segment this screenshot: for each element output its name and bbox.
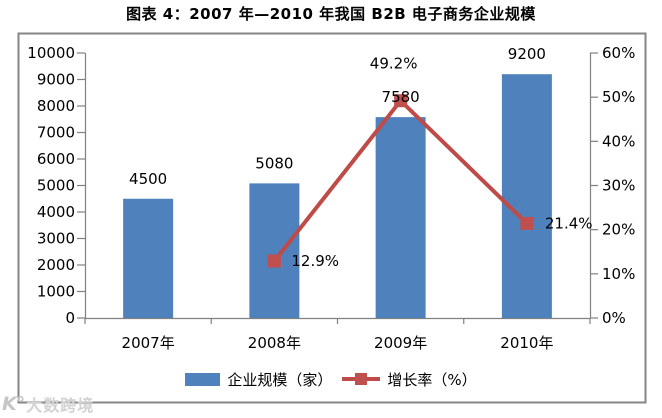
left-axis-tick-label: 0 bbox=[65, 309, 75, 327]
bar-data-label: 7580 bbox=[382, 88, 420, 106]
chart-legend: 企业规模（家） 增长率（%） bbox=[0, 366, 662, 392]
legend-label: 增长率（%） bbox=[387, 370, 477, 389]
bar-data-label: 4500 bbox=[129, 170, 167, 188]
bar-2009年 bbox=[375, 117, 426, 318]
chart-title: 图表 4：2007 年—2010 年我国 B2B 电子商务企业规模 bbox=[126, 5, 536, 23]
left-axis-tick-label: 6000 bbox=[37, 150, 75, 168]
right-axis-tick-label: 10% bbox=[602, 265, 635, 283]
watermark-text: 大数跨境 bbox=[26, 396, 95, 415]
bar-2010年 bbox=[501, 74, 552, 318]
right-axis-tick-label: 40% bbox=[602, 132, 635, 150]
left-axis-tick-label: 4000 bbox=[37, 203, 75, 221]
line-series-swatch bbox=[342, 372, 381, 386]
left-axis-tick-label: 10000 bbox=[27, 44, 75, 62]
x-axis-category-label: 2009年 bbox=[374, 334, 427, 352]
left-axis-tick-label: 2000 bbox=[37, 256, 75, 274]
line-marker-2008年 bbox=[267, 254, 281, 268]
left-axis-tick-label: 3000 bbox=[37, 230, 75, 248]
bar-series-swatch bbox=[185, 372, 221, 386]
line-marker-2009年 bbox=[394, 94, 408, 108]
bar-data-label: 5080 bbox=[255, 154, 293, 172]
left-axis-tick-label: 1000 bbox=[37, 283, 75, 301]
right-axis-tick-label: 60% bbox=[602, 44, 635, 62]
left-axis-tick-label: 9000 bbox=[37, 71, 75, 89]
legend-label: 企业规模（家） bbox=[227, 370, 333, 389]
left-axis-tick-label: 5000 bbox=[37, 177, 75, 195]
legend-item-growth-rate: 增长率（%） bbox=[342, 369, 477, 390]
x-axis-category-label: 2010年 bbox=[500, 334, 553, 352]
bar-data-label: 9200 bbox=[508, 45, 546, 63]
right-axis-tick-label: 20% bbox=[602, 221, 635, 239]
right-axis-tick-label: 30% bbox=[602, 177, 635, 195]
left-axis-tick-label: 8000 bbox=[37, 97, 75, 115]
left-axis-tick-label: 7000 bbox=[37, 124, 75, 142]
line-marker-2010年 bbox=[520, 216, 534, 230]
line-data-label: 49.2% bbox=[370, 55, 418, 73]
x-axis-category-label: 2007年 bbox=[122, 334, 175, 352]
legend-item-enterprise-scale: 企业规模（家） bbox=[185, 369, 332, 390]
line-data-label: 21.4% bbox=[545, 214, 593, 232]
watermark: K° 大数跨境 bbox=[2, 391, 94, 417]
bar-2007年 bbox=[123, 198, 174, 318]
bar-2008年 bbox=[249, 183, 300, 318]
right-axis-tick-label: 0% bbox=[602, 309, 626, 327]
right-axis-tick-label: 50% bbox=[602, 88, 635, 106]
watermark-logo-icon: K° bbox=[2, 393, 25, 415]
line-swatch-marker-icon bbox=[355, 373, 368, 385]
x-axis-category-label: 2008年 bbox=[248, 334, 301, 352]
line-data-label: 12.9% bbox=[291, 252, 339, 270]
